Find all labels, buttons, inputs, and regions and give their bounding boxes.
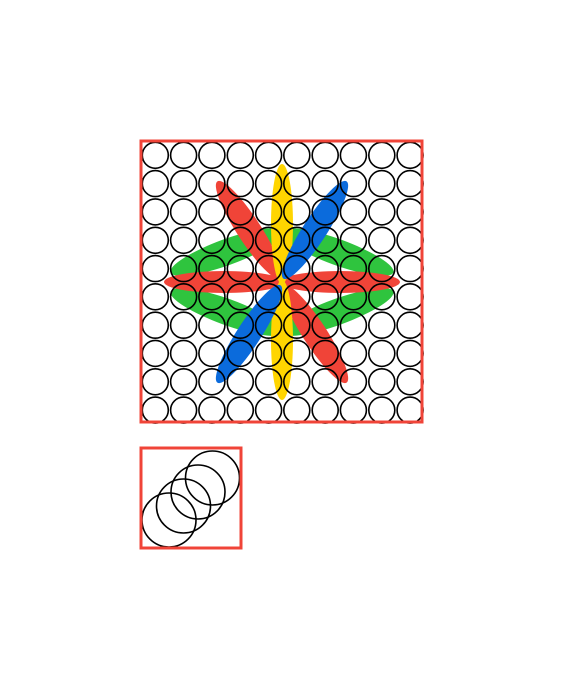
- grid-circle: [226, 367, 255, 396]
- grid-circle: [226, 198, 255, 226]
- grid-circle: [311, 311, 340, 340]
- grid-circle: [339, 254, 368, 283]
- grid-circle: [282, 169, 311, 198]
- grid-circle: [367, 367, 396, 396]
- grid-circle: [254, 226, 283, 255]
- grid-circle: [169, 254, 198, 283]
- grid-circle: [339, 311, 368, 340]
- grid-circle: [311, 367, 340, 396]
- grid-circle: [367, 339, 396, 368]
- grid-circle: [226, 282, 255, 311]
- grid-circle: [198, 198, 226, 226]
- grid-circle: [254, 282, 283, 311]
- grid-circle: [198, 311, 226, 340]
- grid-circle: [367, 254, 396, 283]
- grid-circle: [339, 367, 368, 396]
- sample-circle: [170, 464, 226, 520]
- sample-circle: [155, 478, 212, 534]
- grid-circle: [169, 226, 198, 255]
- petal-red: [280, 271, 400, 293]
- grid-circle: [339, 169, 368, 198]
- grid-circle: [282, 226, 311, 255]
- grid-circle: [169, 198, 198, 226]
- grid-circle: [169, 169, 198, 198]
- grid-circle: [169, 311, 198, 340]
- main-panel: [139, 139, 424, 424]
- grid-circle: [311, 282, 340, 311]
- grid-circle: [198, 367, 226, 396]
- grid-circle: [226, 169, 255, 198]
- grid-circle: [226, 339, 255, 368]
- grid-circle: [282, 198, 311, 226]
- grid-circle: [367, 226, 396, 255]
- grid-circle: [339, 339, 368, 368]
- grid-circle: [254, 339, 283, 368]
- grid-circle: [367, 282, 396, 311]
- grid-circle: [198, 169, 226, 198]
- grid-circle: [367, 311, 396, 340]
- grid-circle: [311, 254, 340, 283]
- grid-circle: [254, 198, 283, 226]
- grid-circle: [198, 282, 226, 311]
- grid-circle: [198, 226, 226, 255]
- grid-circle: [254, 311, 283, 340]
- grid-circle: [254, 169, 283, 198]
- petal-yellow: [271, 280, 293, 400]
- grid-circle: [254, 254, 283, 283]
- grid-circle: [254, 367, 283, 396]
- grid-circle: [339, 282, 368, 311]
- grid-circle: [311, 169, 340, 198]
- grid-circle: [339, 198, 368, 226]
- main-frame: [139, 139, 424, 424]
- grid-circle: [169, 367, 198, 396]
- grid-circle: [169, 282, 198, 311]
- grid-circle: [282, 367, 311, 396]
- grid-circle: [169, 339, 198, 368]
- grid-circle: [311, 226, 340, 255]
- grid-circle: [226, 226, 255, 255]
- grid-circle: [367, 198, 396, 226]
- grid-circle: [311, 198, 340, 226]
- petal-blue: [281, 180, 349, 280]
- grid-circle: [226, 311, 255, 340]
- grid-circle: [282, 282, 311, 311]
- grid-circle: [198, 254, 226, 283]
- sample-frame: [139, 446, 243, 550]
- grid-circle: [311, 339, 340, 368]
- grid-circle: [282, 311, 311, 340]
- sample-panel: [139, 446, 243, 550]
- grid-circle: [282, 254, 311, 283]
- grid-circle: [282, 339, 311, 368]
- grid-circle: [339, 226, 368, 255]
- grid-circle: [226, 254, 255, 283]
- grid-circle: [367, 169, 396, 198]
- grid-circle: [198, 339, 226, 368]
